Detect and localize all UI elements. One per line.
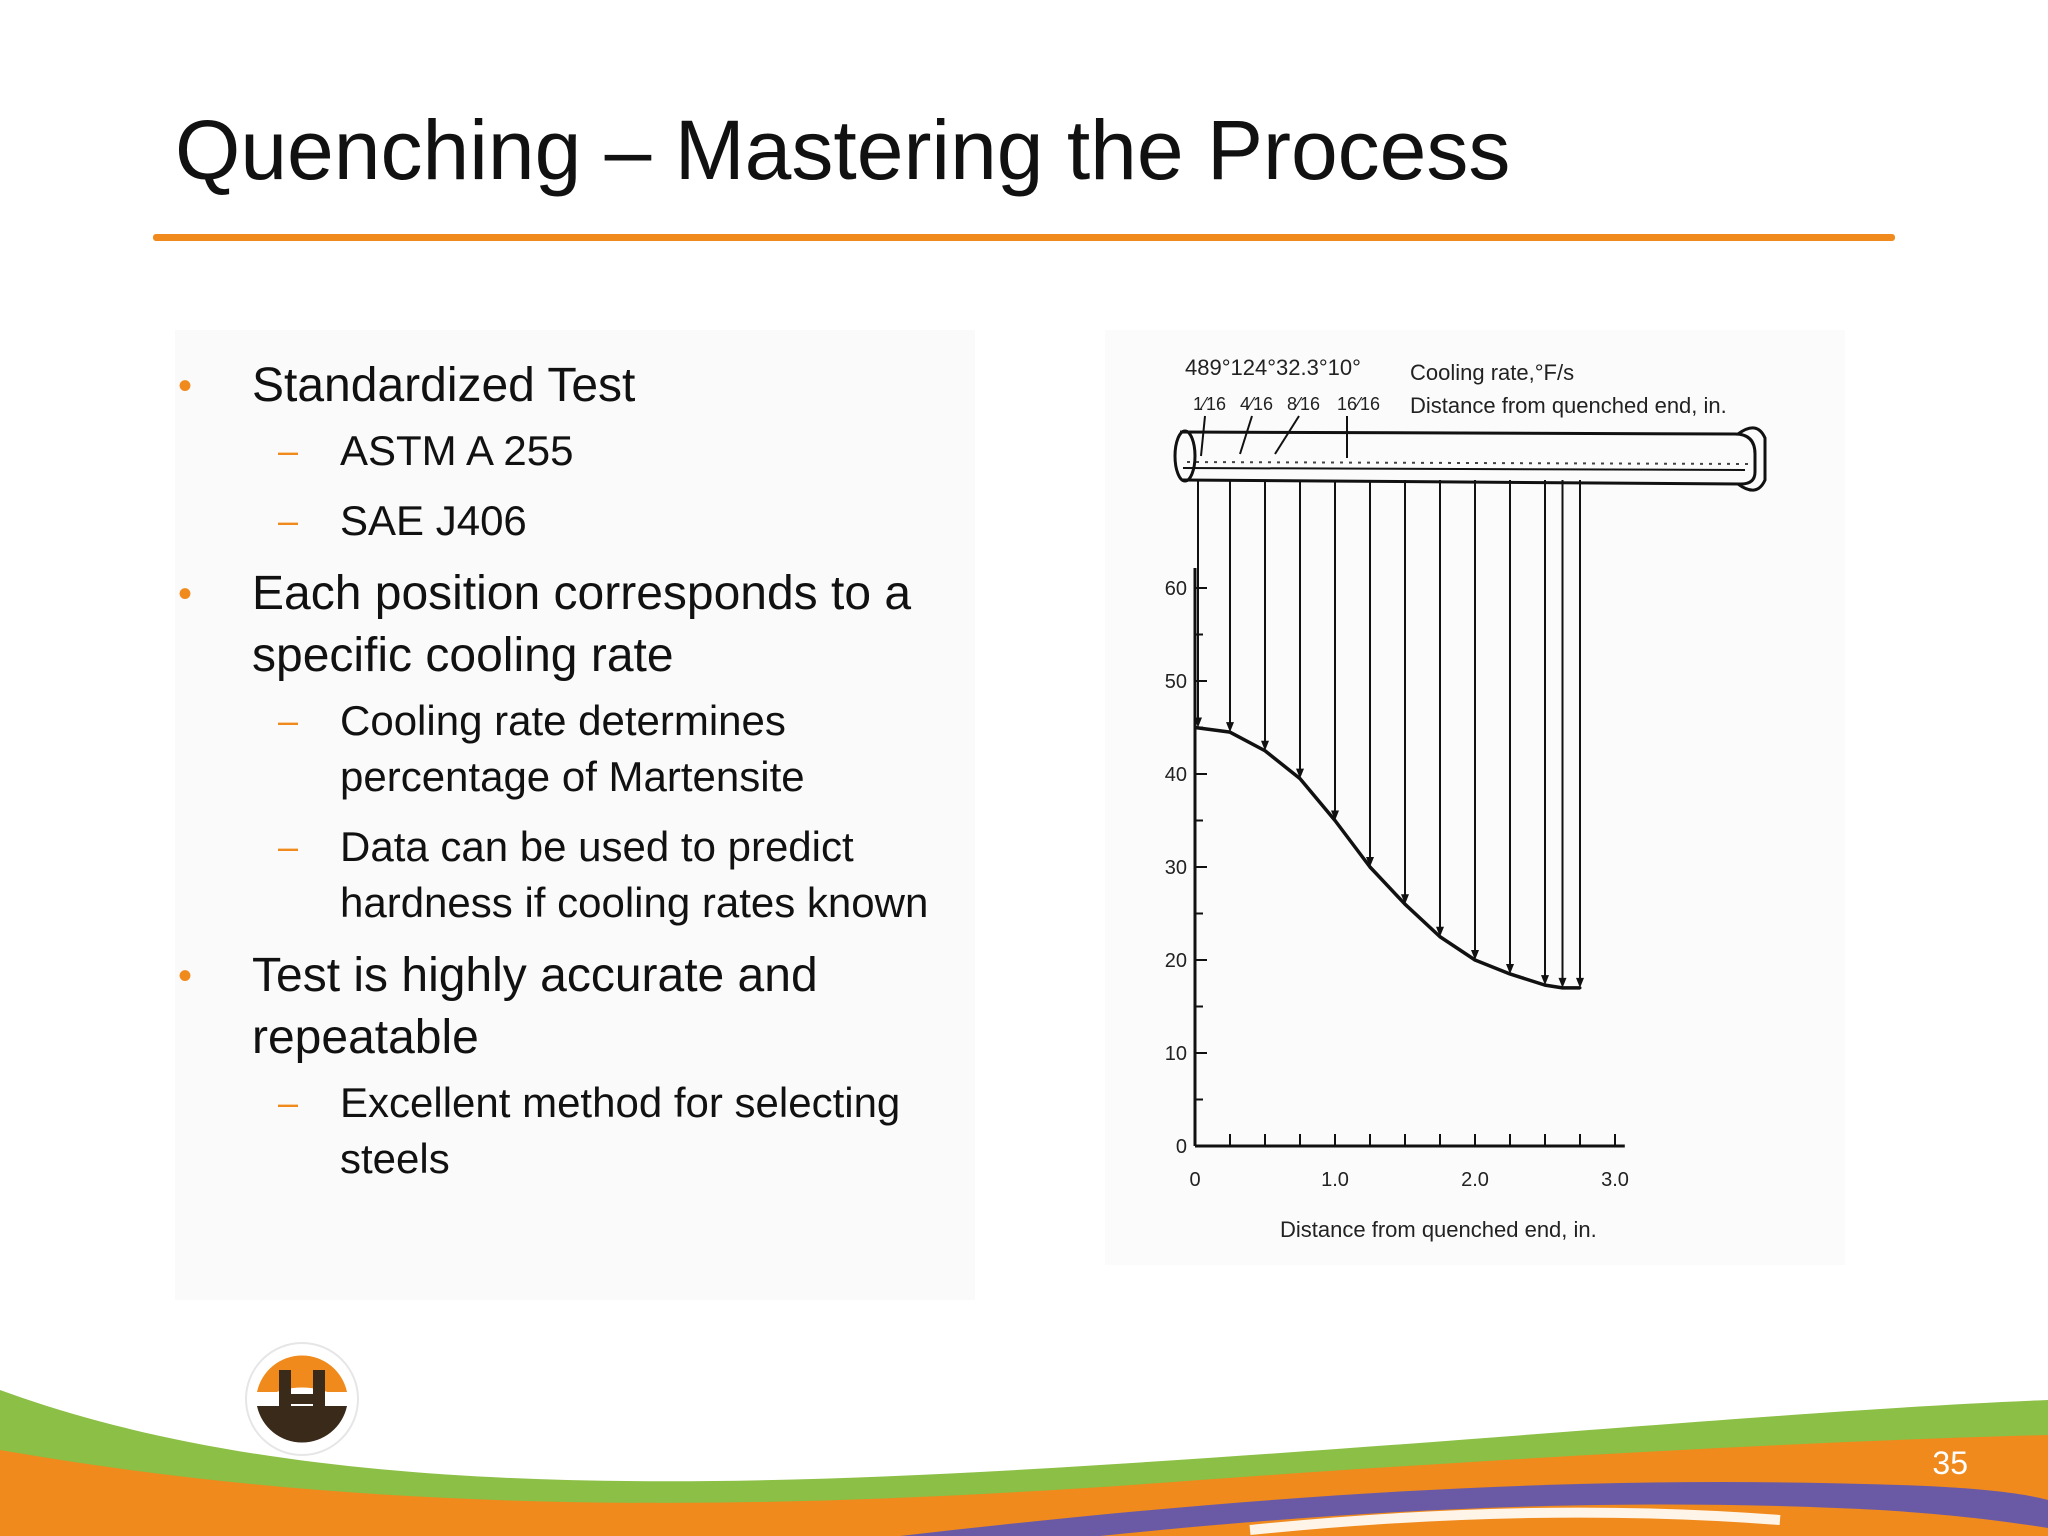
- title-underline: [153, 234, 1895, 241]
- slide-title: Quenching – Mastering the Process: [175, 103, 1511, 197]
- data-point: [1543, 983, 1547, 987]
- footer-orange-strip: [1100, 1504, 2048, 1536]
- bullet-marker: •: [178, 954, 193, 998]
- x-tick-label: 2.0: [1461, 1169, 1489, 1191]
- y-tick-label: 40: [1165, 764, 1187, 786]
- fraction-pointer-arrows: [1200, 415, 1348, 458]
- specimen-bar: [1173, 426, 1767, 492]
- drop-arrowhead: [1471, 950, 1479, 960]
- sub-bullet-list: – Excellent method for selecting steels: [252, 1075, 990, 1187]
- bullet-text: Test is highly accurate and repeatable: [252, 949, 818, 1064]
- fraction-label: 8⁄16: [1287, 394, 1320, 414]
- data-point: [1333, 819, 1337, 822]
- drop-arrowhead: [1296, 768, 1304, 779]
- y-tick-label: 50: [1165, 671, 1187, 693]
- drop-arrowhead: [1436, 926, 1444, 937]
- sub-bullet-item: – Data can be used to predict hardness i…: [170, 819, 990, 931]
- chart-axes: [1193, 568, 1625, 1148]
- sub-bullet-list: – Cooling rate determines percentage of …: [252, 693, 990, 931]
- fraction-label: 16⁄16: [1337, 394, 1380, 414]
- y-tick-label: 20: [1165, 950, 1187, 972]
- data-point: [1263, 749, 1267, 753]
- page-number: 35: [1932, 1445, 1968, 1481]
- cooling-rate-values: 489°124°32.3°10°: [1185, 355, 1361, 380]
- bullet-marker: •: [178, 364, 193, 408]
- sub-bullet-text: Data can be used to predict hardness if …: [340, 823, 929, 926]
- fraction-label: 4⁄16: [1240, 394, 1273, 414]
- hardness-curve: [1194, 725, 1580, 990]
- fraction-label: 1⁄16: [1193, 394, 1226, 414]
- drop-arrowhead: [1261, 740, 1269, 751]
- sub-bullet-item: – SAE J406: [170, 493, 990, 549]
- drop-arrowhead: [1366, 857, 1374, 867]
- jominy-chart: 489°124°32.3°10° Cooling rate,°F/s 1⁄16 …: [1165, 355, 1767, 1242]
- data-point: [1228, 730, 1232, 734]
- hardness-curve-group: [1193, 725, 1582, 990]
- drop-arrowhead: [1506, 963, 1514, 974]
- footer-white-swoosh: [1249, 1507, 1781, 1535]
- data-point: [1508, 972, 1512, 976]
- drop-arrowhead: [1541, 975, 1549, 986]
- data-point: [1368, 865, 1372, 869]
- sub-bullet-text: Cooling rate determines percentage of Ma…: [340, 697, 805, 800]
- y-tick-label: 30: [1165, 857, 1187, 879]
- drop-arrowhead: [1558, 977, 1567, 988]
- bullet-text: Standardized Test: [252, 359, 636, 412]
- x-tick-label: 0: [1189, 1169, 1200, 1191]
- y-tick-label: 60: [1165, 578, 1187, 600]
- drop-arrowhead: [1331, 810, 1339, 821]
- sub-bullet-marker: –: [278, 430, 299, 471]
- bullet-list: • Standardized Test – ASTM A 255 – SAE J…: [170, 355, 990, 1201]
- tick-group: 0 10 20 30 40 50 60 0 1.0 2.0 3.0: [1165, 578, 1629, 1191]
- data-point: [1403, 902, 1407, 906]
- data-point: [1298, 777, 1302, 781]
- y-tick-label: 0: [1176, 1136, 1187, 1158]
- sub-bullet-marker: –: [278, 826, 299, 867]
- fraction-distance-label: Distance from quenched end, in.: [1410, 393, 1727, 418]
- content-panel: [175, 330, 975, 1300]
- footer-swoosh: [0, 1390, 2048, 1536]
- drop-arrowhead: [1194, 717, 1202, 728]
- data-point: [1438, 935, 1442, 939]
- sub-bullet-text: ASTM A 255: [340, 427, 574, 474]
- sub-bullet-text: Excellent method for selecting steels: [340, 1079, 901, 1182]
- drop-lines: [1194, 480, 1584, 988]
- data-point: [1561, 986, 1564, 990]
- sub-bullet-marker: –: [278, 500, 299, 541]
- drop-arrowhead: [1226, 722, 1234, 733]
- sub-bullet-item: – Excellent method for selecting steels: [170, 1075, 990, 1187]
- bullet-item: • Each position corresponds to a specifi…: [170, 563, 990, 931]
- sub-bullet-list: – ASTM A 255 – SAE J406: [252, 423, 990, 549]
- y-tick-label: 10: [1165, 1043, 1187, 1065]
- drop-arrowhead: [1576, 977, 1584, 988]
- sub-bullet-item: – ASTM A 255: [170, 423, 990, 479]
- company-logo: [245, 1342, 359, 1456]
- sub-bullet-marker: –: [278, 700, 299, 741]
- bullet-text: Each position corresponds to a specific …: [252, 567, 912, 682]
- x-tick-label: 1.0: [1321, 1169, 1349, 1191]
- x-tick-label: 3.0: [1601, 1169, 1629, 1191]
- data-point: [1473, 958, 1477, 962]
- x-axis-title: Distance from quenched end, in.: [1280, 1217, 1597, 1242]
- bullet-item: • Standardized Test – ASTM A 255 – SAE J…: [170, 355, 990, 549]
- jominy-figure: 489°124°32.3°10° Cooling rate,°F/s 1⁄16 …: [1105, 330, 1845, 1265]
- cooling-rate-label: Cooling rate,°F/s: [1410, 360, 1574, 385]
- drop-arrowhead: [1401, 894, 1409, 905]
- bullet-marker: •: [178, 572, 193, 616]
- data-point: [1578, 986, 1582, 990]
- sub-bullet-item: – Cooling rate determines percentage of …: [170, 693, 990, 805]
- sub-bullet-text: SAE J406: [340, 497, 527, 544]
- sub-bullet-marker: –: [278, 1082, 299, 1123]
- bullet-item: • Test is highly accurate and repeatable…: [170, 945, 990, 1187]
- specimen-dotted-line: [1186, 461, 1751, 465]
